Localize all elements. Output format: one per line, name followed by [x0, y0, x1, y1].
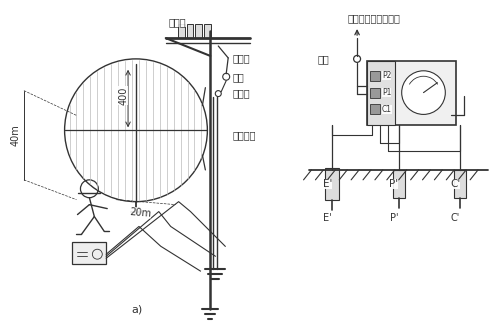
Text: 变压器: 变压器 [168, 17, 186, 27]
Bar [196, 24, 202, 38]
Bar [186, 24, 194, 38]
Bar [393, 170, 404, 198]
Text: P2: P2 [382, 71, 391, 80]
Text: 400: 400 [118, 86, 128, 105]
Bar [367, 61, 395, 125]
Text: 接地线: 接地线 [232, 53, 250, 63]
Bar [178, 24, 184, 38]
Text: 40m: 40m [10, 124, 20, 146]
Circle shape [64, 59, 208, 202]
Circle shape [402, 71, 446, 114]
Text: 至被保护的电气设备: 至被保护的电气设备 [347, 13, 400, 23]
Text: 断开: 断开 [318, 54, 329, 64]
Bar [367, 61, 456, 125]
Bar [204, 24, 212, 38]
Bar [370, 71, 380, 81]
Text: 断开: 断开 [232, 72, 244, 82]
Bar [454, 170, 466, 198]
Text: E': E' [322, 179, 332, 189]
Text: C': C' [450, 213, 460, 223]
Circle shape [354, 56, 360, 62]
Text: P': P' [389, 179, 398, 189]
Text: 连接处: 连接处 [232, 89, 250, 98]
Bar [370, 88, 380, 97]
Text: a): a) [131, 305, 142, 315]
Text: P1: P1 [382, 88, 391, 97]
Text: C1: C1 [382, 105, 392, 114]
Bar [370, 105, 380, 114]
Circle shape [216, 91, 221, 97]
Text: E': E' [323, 213, 332, 223]
Bar [72, 242, 106, 264]
Circle shape [222, 73, 230, 80]
Text: 20m: 20m [129, 207, 152, 218]
Text: C': C' [450, 179, 460, 189]
Bar [326, 168, 339, 200]
Text: P': P' [390, 213, 398, 223]
Text: 接地干线: 接地干线 [232, 130, 256, 140]
